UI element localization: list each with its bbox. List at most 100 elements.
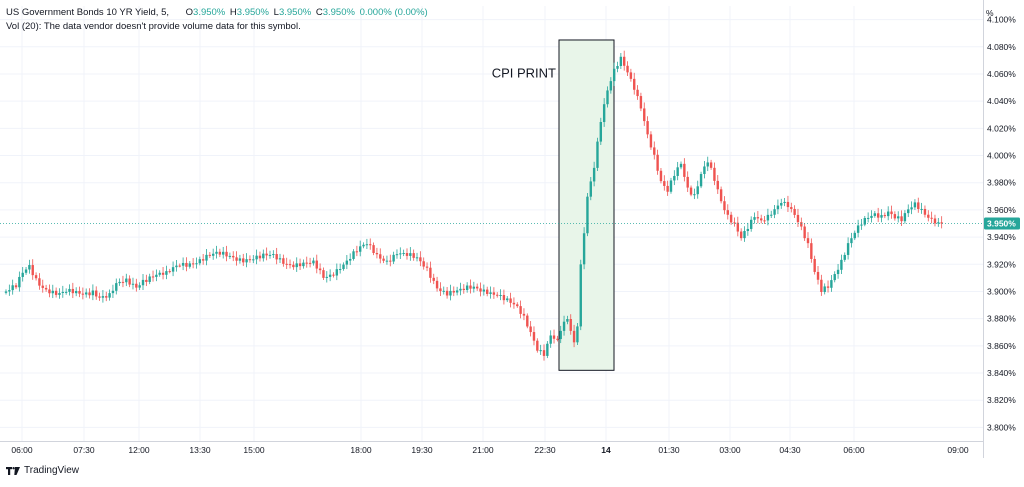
candle[interactable] (606, 86, 609, 108)
candle[interactable] (512, 297, 516, 309)
candle[interactable] (913, 199, 917, 210)
candle[interactable] (485, 286, 489, 297)
candle[interactable] (422, 257, 425, 270)
candle[interactable] (897, 211, 900, 223)
candle[interactable] (222, 246, 225, 259)
candle[interactable] (235, 251, 238, 266)
candle[interactable] (813, 255, 816, 275)
symbol-name[interactable]: US Government Bonds 10 YR Yield, 5, (6, 7, 169, 18)
candle[interactable] (549, 330, 552, 348)
candle[interactable] (282, 254, 285, 267)
candle[interactable] (699, 171, 703, 189)
candle[interactable] (729, 211, 733, 225)
candle[interactable] (619, 53, 623, 70)
candle[interactable] (786, 195, 790, 212)
candle[interactable] (776, 199, 780, 215)
candle[interactable] (215, 245, 218, 259)
candle[interactable] (713, 162, 716, 186)
candle[interactable] (629, 68, 633, 82)
candle[interactable] (292, 261, 295, 270)
candle[interactable] (556, 335, 559, 342)
candle[interactable] (569, 314, 572, 335)
candle[interactable] (161, 267, 165, 280)
candle[interactable] (876, 207, 880, 222)
candle[interactable] (462, 284, 466, 294)
candle[interactable] (749, 216, 753, 232)
candle[interactable] (195, 257, 198, 269)
candle[interactable] (8, 284, 11, 296)
candle[interactable] (763, 216, 766, 224)
candle[interactable] (686, 171, 689, 192)
candle[interactable] (666, 180, 669, 196)
candle[interactable] (856, 219, 860, 238)
candle[interactable] (656, 149, 659, 175)
candle[interactable] (24, 266, 28, 275)
candle[interactable] (937, 217, 940, 227)
candle[interactable] (342, 262, 345, 271)
candle[interactable] (653, 141, 656, 160)
candle[interactable] (402, 249, 405, 257)
candle[interactable] (171, 261, 175, 277)
candle[interactable] (298, 258, 302, 270)
candle[interactable] (529, 321, 532, 337)
candle[interactable] (328, 269, 332, 282)
candle[interactable] (736, 216, 740, 237)
candle[interactable] (178, 263, 181, 268)
candle[interactable] (181, 257, 185, 271)
candle[interactable] (676, 161, 679, 181)
tradingview-footer[interactable]: TradingView (6, 465, 79, 476)
candle[interactable] (602, 98, 606, 127)
candle[interactable] (612, 62, 616, 87)
candle[interactable] (783, 197, 786, 207)
candle[interactable] (155, 269, 158, 282)
candle[interactable] (499, 289, 502, 301)
candle[interactable] (111, 284, 115, 298)
candle[interactable] (509, 292, 512, 308)
candle[interactable] (552, 329, 556, 344)
candle[interactable] (719, 186, 723, 204)
candle[interactable] (609, 77, 613, 94)
candle[interactable] (315, 254, 318, 274)
candle[interactable] (405, 248, 409, 260)
candle[interactable] (743, 226, 746, 242)
candle[interactable] (830, 275, 833, 292)
candle[interactable] (44, 284, 48, 292)
candle[interactable] (582, 227, 586, 270)
candle[interactable] (369, 238, 372, 250)
candle[interactable] (643, 102, 646, 126)
candle[interactable] (649, 131, 653, 150)
candle[interactable] (165, 265, 168, 280)
candle[interactable] (633, 72, 636, 95)
candle[interactable] (258, 251, 262, 262)
candle[interactable] (673, 170, 676, 186)
candle[interactable] (445, 287, 449, 299)
candle[interactable] (101, 290, 105, 303)
candle[interactable] (205, 249, 208, 266)
candle[interactable] (399, 247, 402, 259)
candle[interactable] (355, 245, 359, 257)
candle[interactable] (863, 215, 867, 227)
candle[interactable] (562, 315, 566, 336)
candle[interactable] (265, 247, 268, 261)
candle[interactable] (232, 251, 235, 262)
candle[interactable] (693, 188, 696, 200)
candle[interactable] (860, 219, 863, 230)
candle[interactable] (479, 282, 482, 297)
candle[interactable] (201, 253, 205, 265)
candle[interactable] (506, 296, 509, 303)
candle[interactable] (362, 242, 365, 249)
candle[interactable] (646, 116, 649, 139)
candle[interactable] (108, 289, 111, 301)
candle[interactable] (790, 202, 793, 213)
candle[interactable] (325, 271, 328, 283)
candle[interactable] (459, 282, 462, 296)
candle[interactable] (796, 208, 800, 228)
candle[interactable] (322, 267, 325, 281)
candle[interactable] (893, 211, 897, 221)
candle[interactable] (135, 278, 138, 292)
candle[interactable] (439, 282, 442, 296)
candle[interactable] (138, 282, 141, 291)
candle[interactable] (469, 279, 472, 294)
